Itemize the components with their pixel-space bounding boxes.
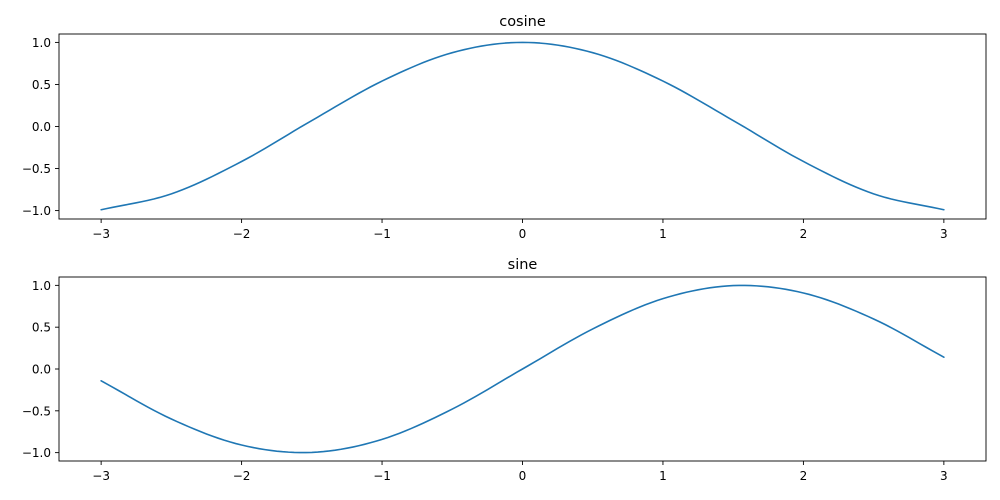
y-tick-label: −1.0 [22, 446, 51, 460]
series-line [100, 41, 945, 211]
y-tick-label: 1.0 [32, 36, 51, 50]
x-tick-label: −3 [92, 227, 110, 241]
x-tick-label: −1 [373, 227, 391, 241]
series-line [100, 284, 945, 454]
subplot-sine: sine −3 −2 −1 0 1 2 3 −1.0 −0.5 0.0 0.5 1.0 [22, 257, 987, 483]
x-tick-label: 2 [800, 227, 808, 241]
y-tick-label: 0.5 [32, 321, 51, 335]
y-tick-label: 0.0 [32, 120, 51, 134]
x-tick-label: 0 [519, 227, 527, 241]
axes-frame [58, 33, 987, 220]
x-tick-label: 3 [940, 469, 948, 483]
chart-title: cosine [499, 14, 546, 30]
y-tick-label: −1.0 [22, 204, 51, 218]
x-tick-label: 1 [659, 469, 667, 483]
x-tick-label: −2 [233, 227, 251, 241]
y-tick-label: −0.5 [22, 162, 51, 176]
x-tick-label: 2 [800, 469, 808, 483]
x-tick-label: 1 [659, 227, 667, 241]
y-tick-label: −0.5 [22, 404, 51, 418]
y-tick-label: 0.5 [32, 78, 51, 92]
x-tick-label: 0 [519, 469, 527, 483]
subplot-cosine: cosine −3 −2 −1 0 1 2 3 −1.0 −0.5 0.0 0.5 1.0 [22, 14, 987, 241]
x-tick-label: −1 [373, 469, 391, 483]
x-tick-label: −3 [92, 469, 110, 483]
x-tick-label: −2 [233, 469, 251, 483]
x-tick-label: 3 [940, 227, 948, 241]
chart-title: sine [508, 257, 538, 273]
y-tick-label: 0.0 [32, 363, 51, 377]
y-tick-label: 1.0 [32, 279, 51, 293]
